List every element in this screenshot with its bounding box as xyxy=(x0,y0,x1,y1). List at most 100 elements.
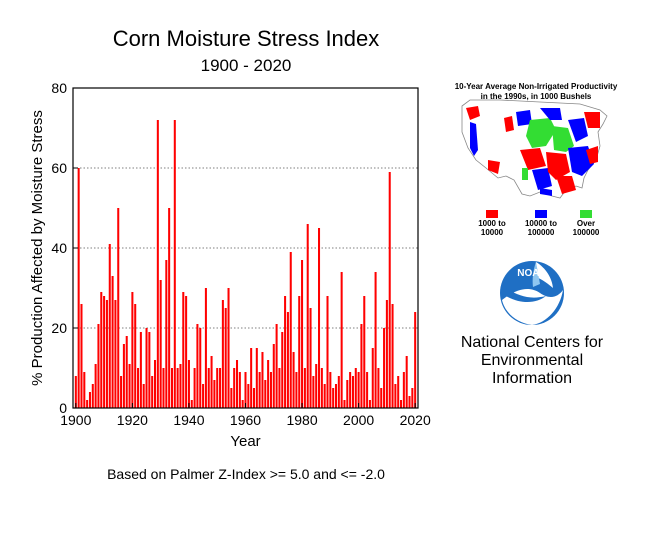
y-tick-label-60: 60 xyxy=(51,160,67,176)
bar-1980 xyxy=(301,260,304,408)
bar-1931 xyxy=(162,368,165,408)
bar-1933 xyxy=(168,208,171,408)
bar-2019 xyxy=(411,388,414,408)
bar-1997 xyxy=(349,372,352,408)
bar-1929 xyxy=(156,120,159,408)
bar-2016 xyxy=(402,372,405,408)
bar-2006 xyxy=(374,272,377,408)
bar-1962 xyxy=(250,348,253,408)
bar-1920 xyxy=(131,292,134,408)
bar-1903 xyxy=(83,372,86,408)
bar-1948 xyxy=(210,356,213,408)
bar-1941 xyxy=(190,400,193,408)
bar-1909 xyxy=(100,292,103,408)
bar-1970 xyxy=(272,344,275,408)
org-line2: Environmental xyxy=(480,352,584,369)
y-tick-label-20: 20 xyxy=(51,320,67,336)
logo-text: NOAA xyxy=(517,268,546,279)
legend-label-high: Over 100000 xyxy=(561,219,611,237)
bar-1964 xyxy=(255,348,258,408)
bar-1935 xyxy=(173,120,176,408)
bar-1937 xyxy=(179,364,182,408)
bar-1949 xyxy=(213,380,216,408)
bar-1916 xyxy=(120,376,123,408)
bar-2015 xyxy=(400,400,403,408)
bar-1996 xyxy=(346,380,349,408)
bar-1901 xyxy=(77,168,80,408)
bar-1911 xyxy=(105,300,108,408)
legend-low-line1: 1000 to xyxy=(478,219,506,228)
bar-2007 xyxy=(377,368,380,408)
bar-2004 xyxy=(368,400,371,408)
bar-1917 xyxy=(122,344,125,408)
bar-1974 xyxy=(284,296,287,408)
bar-1971 xyxy=(275,324,278,408)
inset-title: 10-Year Average Non-Irrigated Productivi… xyxy=(440,82,632,102)
bar-1999 xyxy=(354,368,357,408)
bar-2008 xyxy=(380,388,383,408)
grid-lines xyxy=(73,167,418,329)
bar-1951 xyxy=(219,368,222,408)
y-tick-label-40: 40 xyxy=(51,240,67,256)
bar-2017 xyxy=(405,356,408,408)
bar-1973 xyxy=(281,332,284,408)
bar-1955 xyxy=(230,388,233,408)
bar-2009 xyxy=(383,328,386,408)
bar-1904 xyxy=(86,400,89,408)
bar-1963 xyxy=(252,388,256,408)
bar-1936 xyxy=(176,368,179,408)
bar-1906 xyxy=(91,384,94,408)
bar-1915 xyxy=(117,208,120,408)
legend-swatch-mid xyxy=(535,210,547,218)
bar-1991 xyxy=(332,388,335,408)
bar-1928 xyxy=(153,360,157,408)
bar-2003 xyxy=(366,372,369,408)
bar-1926 xyxy=(148,332,151,408)
bar-2011 xyxy=(388,172,391,408)
x-tick-label-2000: 2000 xyxy=(343,412,374,428)
chart-footnote: Based on Palmer Z-Index >= 5.0 and <= -2… xyxy=(107,466,385,482)
legend-label-low: 1000 to 10000 xyxy=(467,219,517,237)
bar-2020 xyxy=(414,312,417,408)
org-line3: Information xyxy=(491,370,573,387)
x-tick-label-1960: 1960 xyxy=(230,412,261,428)
legend-mid-line1: 10000 to xyxy=(524,219,558,228)
bar-1987 xyxy=(320,368,323,408)
bar-1918 xyxy=(125,336,128,408)
y-axis-label: % Production Affected by Moisture Stress xyxy=(29,110,46,386)
bar-1914 xyxy=(114,300,117,408)
bar-1975 xyxy=(286,312,289,408)
x-tick-label-1920: 1920 xyxy=(117,412,148,428)
x-tick-label-1900: 1900 xyxy=(60,412,91,428)
bar-1925 xyxy=(145,328,148,408)
bar-1994 xyxy=(340,272,343,408)
bar-1979 xyxy=(298,296,301,408)
legend-low-line2: 10000 xyxy=(480,228,504,237)
bar-1985 xyxy=(315,364,318,408)
us-county-productivity-map xyxy=(461,99,608,199)
bar-1990 xyxy=(329,372,332,408)
bar-1972 xyxy=(278,368,281,408)
bar-1908 xyxy=(97,324,100,408)
bar-1961 xyxy=(247,384,250,408)
bar-2001 xyxy=(360,324,363,408)
bar-1969 xyxy=(269,372,272,408)
bar-1927 xyxy=(151,376,154,408)
bar-1958 xyxy=(238,372,241,408)
org-line1: National Centers for xyxy=(460,334,604,351)
bar-1905 xyxy=(88,392,91,408)
bar-1984 xyxy=(312,376,315,408)
bar-1950 xyxy=(216,368,219,408)
bar-1968 xyxy=(267,360,270,408)
bar-1921 xyxy=(134,304,137,408)
bar-1986 xyxy=(318,228,321,408)
bar-1953 xyxy=(224,308,227,408)
bar-1945 xyxy=(202,384,205,408)
bar-1912 xyxy=(108,244,111,408)
bar-1902 xyxy=(80,304,83,408)
bar-1907 xyxy=(94,364,97,408)
bar-1923 xyxy=(139,332,142,408)
bar-1977 xyxy=(292,352,295,408)
bar-1956 xyxy=(233,368,236,408)
bar-1946 xyxy=(204,288,207,408)
